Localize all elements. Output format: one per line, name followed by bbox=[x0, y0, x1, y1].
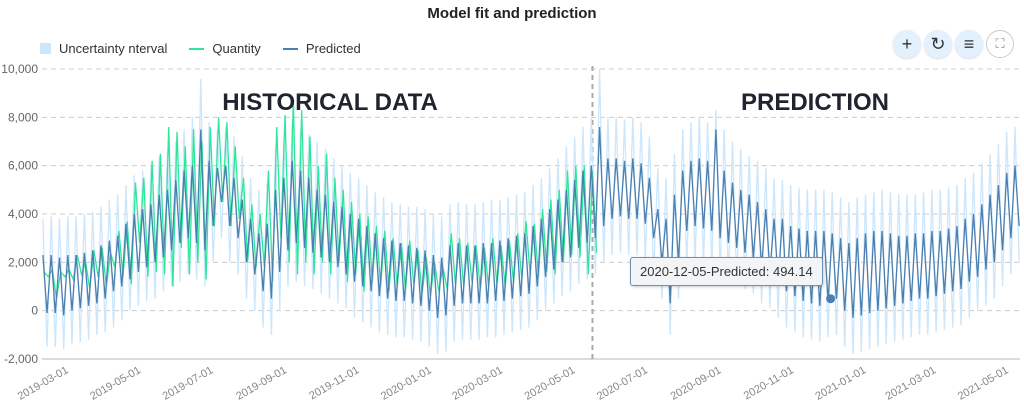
y-tick-label: 8,000 bbox=[8, 110, 38, 124]
x-tick-label: 2021-03-01 bbox=[883, 364, 938, 403]
legend-label: Predicted bbox=[305, 41, 361, 56]
uncertainty-swatch bbox=[40, 43, 51, 54]
x-tick-label: 2019-11-01 bbox=[307, 364, 361, 402]
y-tick-label: 6,000 bbox=[8, 159, 38, 173]
chart-title: Model fit and prediction bbox=[427, 5, 597, 22]
hover-point bbox=[826, 294, 836, 304]
legend-label: Uncertainty nterval bbox=[59, 41, 168, 56]
quantity-swatch bbox=[189, 47, 205, 50]
x-tick-label: 2019-05-01 bbox=[88, 364, 143, 403]
chart-toolbar: + ↻ ≡ ⛶ bbox=[893, 30, 1014, 58]
x-tick-label: 2020-09-01 bbox=[669, 364, 724, 403]
x-tick-label: 2020-07-01 bbox=[595, 364, 650, 403]
y-tick-label: -2,000 bbox=[4, 352, 38, 366]
plus-icon: + bbox=[901, 33, 913, 54]
quantity-series bbox=[43, 100, 598, 299]
x-tick-label: 2019-03-01 bbox=[16, 364, 71, 403]
legend-item-uncertainty[interactable]: Uncertainty nterval bbox=[40, 41, 167, 56]
y-tick-label: 0 bbox=[31, 304, 38, 318]
x-axis-ticks: 2019-03-01 2019-05-01 2019-07-01 2019-09-01… bbox=[16, 364, 1011, 403]
series-group bbox=[42, 68, 1020, 355]
fullscreen-button[interactable]: ⛶ bbox=[986, 30, 1014, 58]
annotation-prediction: PREDICTION bbox=[741, 89, 889, 116]
x-tick-label: 2021-05-01 bbox=[956, 364, 1011, 403]
x-tick-label: 2020-01-01 bbox=[379, 364, 434, 403]
reset-icon: ↻ bbox=[930, 33, 946, 54]
predicted-swatch bbox=[282, 47, 298, 50]
x-tick-label: 2020-11-01 bbox=[742, 364, 796, 402]
fullscreen-icon: ⛶ bbox=[995, 36, 1005, 51]
legend: Uncertainty nterval Quantity Predicted bbox=[40, 41, 361, 56]
y-axis-ticks: -2,000 0 2,000 4,000 6,000 8,000 10,000 bbox=[1, 62, 38, 366]
tooltip: 2020-12-05-Predicted: 494.14 bbox=[630, 257, 823, 286]
legend-item-quantity[interactable]: Quantity bbox=[189, 41, 261, 56]
menu-icon: ≡ bbox=[963, 33, 975, 54]
x-tick-label: 2020-05-01 bbox=[523, 364, 578, 403]
y-tick-label: 2,000 bbox=[8, 255, 38, 269]
x-tick-label: 2019-09-01 bbox=[234, 364, 289, 403]
legend-label: Quantity bbox=[212, 41, 261, 56]
legend-item-predicted[interactable]: Predicted bbox=[282, 41, 361, 56]
predicted-series bbox=[42, 126, 1020, 318]
x-tick-label: 2019-07-01 bbox=[161, 364, 216, 403]
zoom-in-button[interactable]: + bbox=[893, 30, 921, 58]
y-tick-label: 4,000 bbox=[8, 207, 38, 221]
reset-zoom-button[interactable]: ↻ bbox=[924, 30, 952, 58]
x-tick-label: 2020-03-01 bbox=[450, 364, 505, 403]
hover-marker-group bbox=[826, 294, 836, 304]
y-tick-label: 10,000 bbox=[1, 62, 38, 76]
menu-button[interactable]: ≡ bbox=[955, 30, 983, 58]
x-tick-label: 2021-01-01 bbox=[813, 364, 868, 403]
annotation-historical: HISTORICAL DATA bbox=[222, 89, 438, 116]
